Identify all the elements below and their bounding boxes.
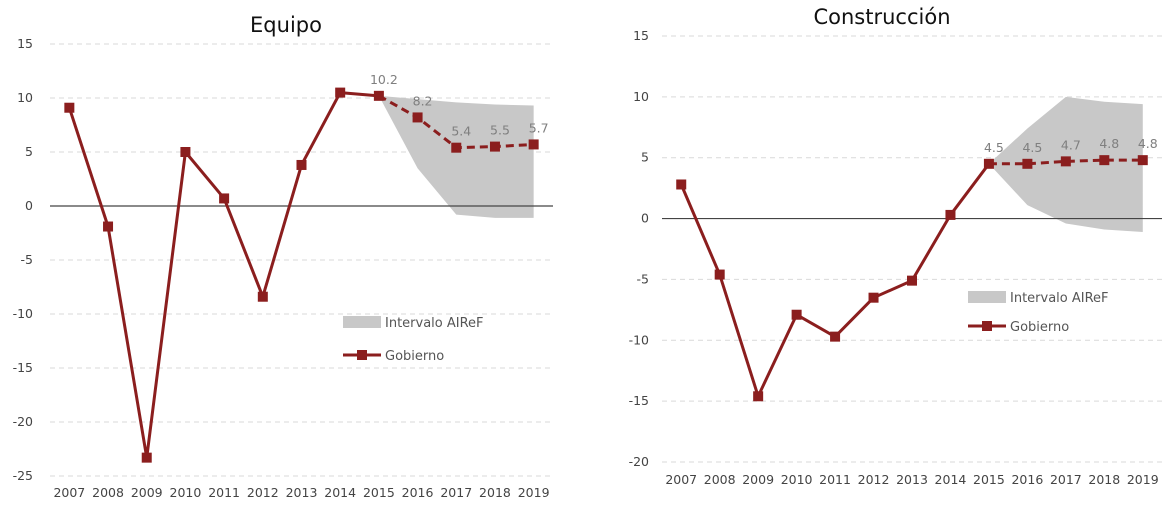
legend-band-swatch [968, 291, 1006, 303]
gobierno-point [1099, 155, 1110, 166]
x-tick-label: 2018 [1088, 472, 1120, 487]
x-tick-label: 2009 [742, 472, 774, 487]
x-tick-label: 2008 [92, 485, 124, 500]
y-tick-label: 5 [25, 144, 33, 159]
gobierno-point [64, 102, 75, 113]
aireF-interval-band [378, 95, 534, 218]
legend-line-marker [357, 350, 367, 360]
data-label: 8.2 [413, 93, 433, 108]
legend-band-label: Intervalo AIReF [385, 316, 484, 331]
data-label: 4.5 [984, 140, 1004, 155]
x-tick-label: 2010 [781, 472, 813, 487]
gobierno-point [180, 147, 191, 157]
y-tick-label: -5 [21, 252, 33, 267]
gobierno-point [868, 292, 879, 303]
gobierno-point [335, 87, 346, 98]
legend-line-label: Gobierno [1010, 320, 1069, 335]
x-tick-label: 2017 [1050, 472, 1082, 487]
data-label: 4.7 [1061, 137, 1081, 152]
y-tick-label: -5 [637, 271, 649, 286]
gobierno-point [103, 221, 114, 232]
legend-band-label: Intervalo AIReF [1010, 291, 1109, 306]
gobierno-point [1137, 155, 1148, 166]
chart-construccion: Construcción -20 -15 -10 -5 0 5 10 15 2007 2008 200… [629, 5, 1162, 487]
y-tick-label: 10 [17, 90, 33, 105]
chart-title: Equipo [250, 13, 322, 37]
y-tick-label: 15 [633, 28, 649, 43]
x-tick-label: 2011 [208, 485, 240, 500]
gobierno-point [945, 209, 956, 220]
x-tick-label: 2012 [858, 472, 890, 487]
y-tick-label: -20 [629, 454, 649, 469]
data-label: 4.8 [1138, 136, 1158, 151]
y-tick-label: 0 [25, 198, 33, 213]
y-tick-label: 5 [641, 150, 649, 165]
chart-equipo: Equipo -25 -20 -15 -10 -5 0 5 10 15 2007 2008 2009 20… [13, 13, 553, 500]
x-tick-label: 2019 [1127, 472, 1159, 487]
gobierno-point [907, 275, 917, 286]
gobierno-point [830, 331, 841, 342]
legend-band-swatch [343, 316, 381, 328]
x-tick-label: 2016 [1011, 472, 1043, 487]
gobierno-point [412, 112, 423, 123]
gobierno-point [219, 193, 230, 204]
x-tick-label: 2017 [440, 485, 472, 500]
gobierno-point [676, 179, 687, 190]
x-tick-label: 2012 [247, 485, 279, 500]
gobierno-line-historical [67, 91, 380, 460]
y-tick-label: 15 [17, 36, 33, 51]
x-tick-label: 2019 [518, 485, 550, 500]
x-tick-label: 2011 [819, 472, 851, 487]
gobierno-point [296, 159, 307, 170]
y-tick-label: 0 [641, 211, 649, 226]
x-tick-label: 2008 [704, 472, 736, 487]
data-label: 4.5 [1022, 140, 1042, 155]
gobierno-line-historical [679, 162, 991, 398]
chart-title: Construcción [813, 5, 950, 29]
gobierno-point [528, 139, 539, 150]
x-tick-label: 2016 [402, 485, 434, 500]
gobierno-point [791, 309, 802, 320]
gobierno-point [1060, 156, 1071, 167]
x-tick-label: 2010 [170, 485, 202, 500]
gobierno-point [451, 142, 462, 153]
gobierno-point [1022, 158, 1033, 169]
y-tick-label: -10 [13, 306, 33, 321]
x-tick-label: 2007 [53, 485, 85, 500]
y-tick-label: 10 [633, 89, 649, 104]
gobierno-point [753, 391, 764, 402]
x-tick-label: 2009 [131, 485, 163, 500]
gobierno-point [257, 291, 268, 302]
gobierno-point [489, 141, 500, 152]
legend-line-label: Gobierno [385, 349, 444, 364]
x-tick-label: 2013 [286, 485, 318, 500]
data-label: 5.7 [529, 120, 549, 135]
y-tick-label: -25 [13, 468, 33, 483]
x-tick-label: 2013 [896, 472, 928, 487]
legend-line-marker [982, 321, 992, 331]
y-tick-label: -20 [13, 414, 33, 429]
data-label: 5.5 [490, 123, 510, 138]
data-label: 10.2 [370, 72, 398, 87]
gobierno-point [714, 269, 725, 280]
x-tick-label: 2018 [479, 485, 511, 500]
x-tick-label: 2015 [973, 472, 1005, 487]
x-tick-label: 2014 [935, 472, 967, 487]
x-tick-label: 2014 [324, 485, 356, 500]
data-label: 4.8 [1099, 136, 1119, 151]
y-tick-label: -15 [629, 393, 649, 408]
gobierno-point [983, 158, 994, 169]
x-tick-label: 2007 [665, 472, 697, 487]
gobierno-point [373, 90, 384, 101]
gobierno-point [141, 452, 152, 463]
data-label: 5.4 [451, 124, 471, 139]
y-tick-label: -10 [629, 332, 649, 347]
x-tick-label: 2015 [363, 485, 395, 500]
y-tick-label: -15 [13, 360, 33, 375]
